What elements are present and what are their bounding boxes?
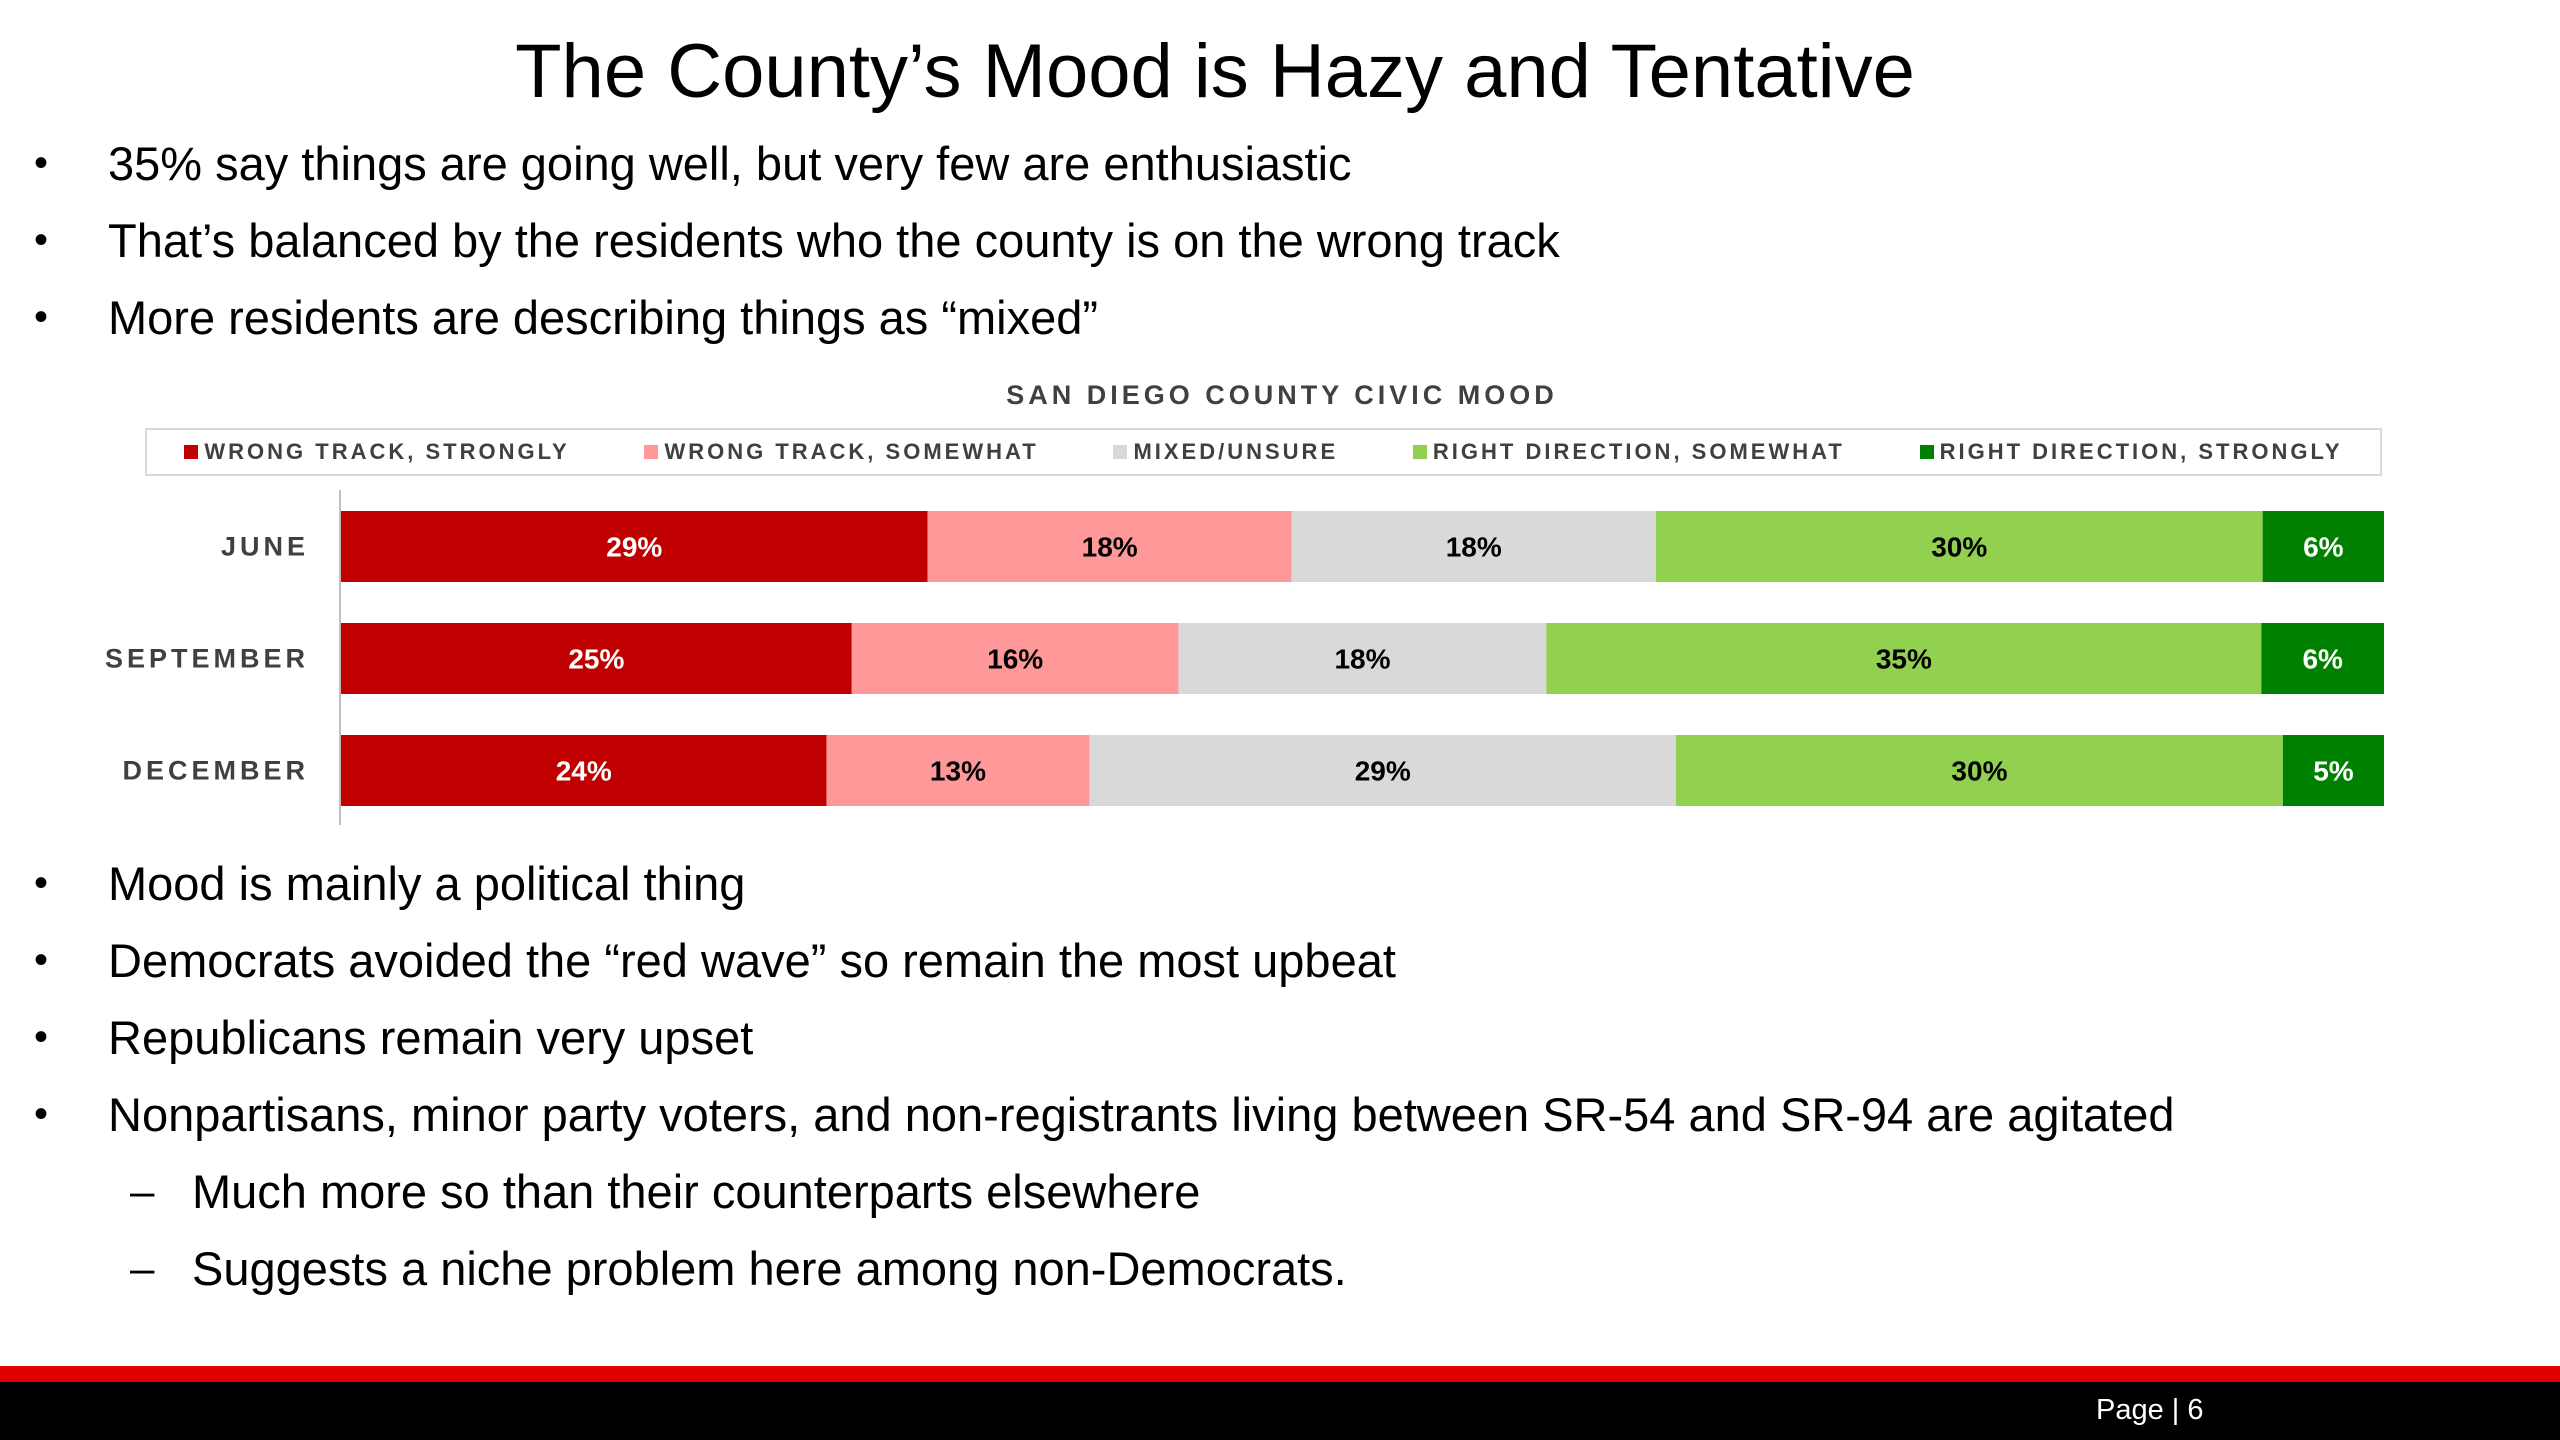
bullet-item: That’s balanced by the residents who the… — [34, 202, 1560, 279]
data-label: 18% — [1082, 532, 1138, 563]
bullet-item: 35% say things are going well, but very … — [34, 125, 1560, 202]
bar-segment — [1676, 735, 2283, 806]
legend-swatch — [1412, 445, 1427, 459]
sub-bullet-item: Much more so than their counterparts els… — [34, 1153, 2175, 1230]
legend-swatch — [644, 445, 659, 459]
data-label: 6% — [2302, 644, 2343, 675]
legend-swatch — [1919, 445, 1934, 459]
data-label: 29% — [1355, 756, 1411, 787]
category-label: DECEMBER — [122, 756, 309, 786]
legend-label: MIXED/UNSURE — [1133, 439, 1339, 464]
data-label: 5% — [2313, 756, 2354, 787]
bar-segment — [927, 511, 1292, 582]
bar-segment — [1178, 623, 1547, 694]
stacked-bar-chart: JUNE 29% 18% 18% 30% 6% SEPTEMBER 25% 16% 18% 35% 6… — [105, 490, 2384, 825]
data-label: 6% — [2303, 532, 2344, 563]
bullet-item: Mood is mainly a political thing — [34, 845, 2175, 922]
legend-label: WRONG TRACK, STRONGLY — [204, 439, 570, 464]
data-label: 24% — [556, 756, 612, 787]
legend-swatch — [184, 445, 199, 459]
legend-entry: WRONG TRACK, STRONGLY — [184, 439, 569, 465]
data-label: 18% — [1446, 532, 1502, 563]
legend-entry: WRONG TRACK, SOMEWHAT — [644, 439, 1038, 465]
footer-bar — [0, 1382, 2560, 1440]
data-label: 30% — [1931, 532, 1987, 563]
legend-entry: RIGHT DIRECTION, STRONGLY — [1919, 439, 2343, 465]
bar-segment — [1291, 511, 1656, 582]
category-label: SEPTEMBER — [105, 644, 309, 674]
slide-title: The County’s Mood is Hazy and Tentative — [515, 29, 1915, 114]
data-label: 35% — [1876, 644, 1932, 675]
bar-segment — [826, 735, 1090, 806]
legend-label: RIGHT DIRECTION, SOMEWHAT — [1432, 439, 1845, 464]
data-label: 13% — [930, 756, 986, 787]
bullet-item: Nonpartisans, minor party voters, and no… — [34, 1076, 2175, 1153]
bar-segment — [2262, 511, 2384, 582]
top-bullet-list: 35% say things are going well, but very … — [34, 125, 1560, 356]
data-label: 25% — [568, 644, 624, 675]
data-label: 30% — [1951, 756, 2007, 787]
page-number: Page | 6 — [2096, 1394, 2204, 1426]
sub-bullet-item: Suggests a niche problem here among non-… — [34, 1230, 2175, 1307]
bar-segment — [1655, 511, 2263, 582]
bar-segment — [1546, 623, 2262, 694]
legend-label: WRONG TRACK, SOMEWHAT — [664, 439, 1039, 464]
data-label: 16% — [987, 644, 1043, 675]
bullet-item: Republicans remain very upset — [34, 999, 2175, 1076]
chart-legend: WRONG TRACK, STRONGLY WRONG TRACK, SOMEWH… — [145, 428, 2382, 476]
bar-segment — [341, 623, 852, 694]
bar-segment — [2261, 623, 2384, 694]
bullet-item: More residents are describing things as … — [34, 279, 1560, 356]
legend-entry: RIGHT DIRECTION, SOMEWHAT — [1412, 439, 1845, 465]
bar-segment — [1089, 735, 1677, 806]
data-label: 29% — [606, 532, 662, 563]
bar-segment — [2282, 735, 2384, 806]
bar-segment — [851, 623, 1179, 694]
legend-swatch — [1113, 445, 1128, 459]
bullet-item: Democrats avoided the “red wave” so rema… — [34, 922, 2175, 999]
category-label: JUNE — [221, 532, 309, 562]
footer-accent-bar — [0, 1366, 2560, 1382]
bar-segment — [341, 511, 928, 582]
legend-entry: MIXED/UNSURE — [1113, 439, 1338, 465]
bar-segment — [341, 735, 827, 806]
chart-title: SAN DIEGO COUNTY CIVIC MOOD — [1006, 380, 1558, 410]
legend-label: RIGHT DIRECTION, STRONGLY — [1939, 439, 2343, 464]
data-label: 18% — [1334, 644, 1390, 675]
bottom-bullet-list: Mood is mainly a political thing Democra… — [34, 845, 2175, 1307]
